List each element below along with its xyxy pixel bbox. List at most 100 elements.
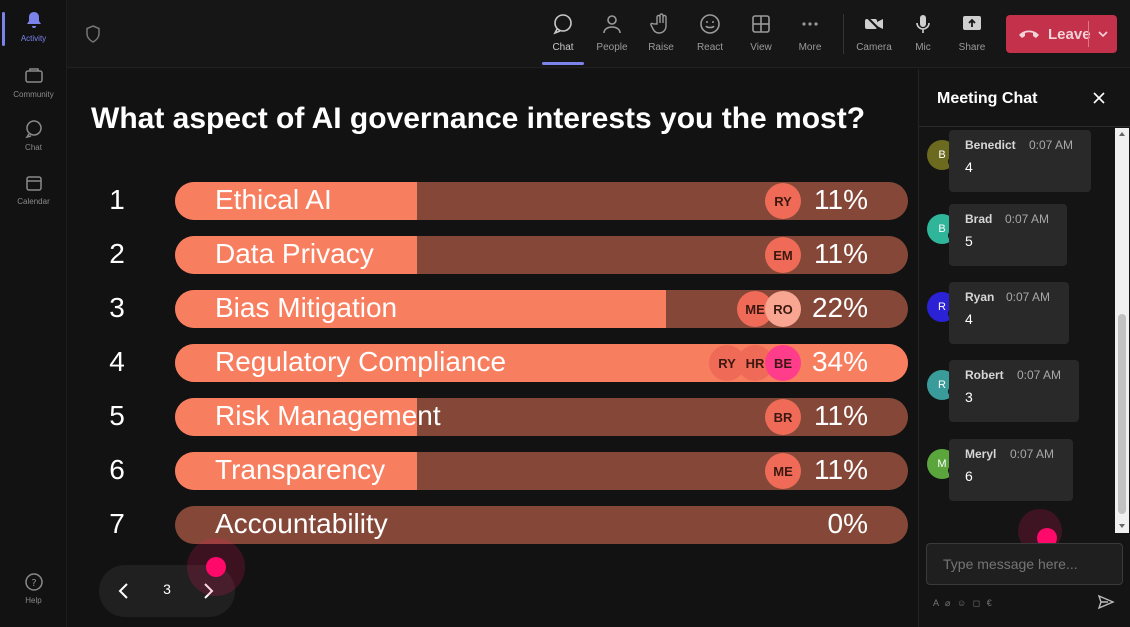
share-screen-icon	[963, 16, 981, 30]
close-icon[interactable]	[1091, 90, 1107, 106]
option-label: Bias Mitigation	[215, 292, 398, 323]
poll-option-row: 1 Ethical AI RY 11%	[97, 182, 909, 220]
sticker-icon[interactable]: €	[986, 598, 994, 608]
rail-item-help[interactable]: ? Help	[0, 566, 67, 614]
message-text: 4	[965, 159, 973, 175]
chat-message-input[interactable]	[926, 543, 1123, 585]
pointer-highlight	[187, 538, 245, 596]
sender-name: Robert	[965, 368, 1004, 382]
grid-icon	[752, 15, 770, 33]
message-time: 0:07 AM	[1017, 368, 1062, 382]
toolbar-share-button[interactable]: Share	[951, 10, 993, 53]
option-label: Risk Management	[215, 400, 441, 431]
rail-item-community[interactable]: Community	[0, 60, 67, 108]
option-label: Accountability	[215, 508, 388, 539]
toolbar-raise-button[interactable]: Raise	[640, 10, 682, 53]
option-percentage: 11%	[814, 184, 868, 215]
message-time: 0:07 AM	[1006, 290, 1051, 304]
rail-label: Chat	[25, 143, 42, 152]
leave-divider	[1088, 21, 1089, 47]
community-icon	[24, 68, 43, 83]
voter-avatar: RO	[765, 291, 801, 327]
message-time: 0:07 AM	[1010, 447, 1055, 461]
message-text: 4	[965, 311, 973, 327]
message-bubble: Ryan 0:07 AM 4	[949, 282, 1069, 344]
chevron-right-icon[interactable]	[197, 580, 219, 602]
message-time: 0:07 AM	[1005, 212, 1050, 226]
option-number: 5	[109, 400, 125, 431]
gif-icon[interactable]: ◻	[972, 598, 983, 608]
poll-question: What aspect of AI governance interests y…	[91, 102, 866, 135]
chat-header: Meeting Chat	[919, 69, 1130, 127]
option-bar: Ethical AI RY 11%	[175, 182, 908, 220]
rail-label: Activity	[20, 34, 47, 43]
toolbar-label: Chat	[552, 42, 574, 53]
toolbar-label: More	[798, 42, 822, 53]
option-bar-fill	[175, 182, 417, 220]
message-bubble: Brad 0:07 AM 5	[949, 204, 1067, 266]
option-label: Regulatory Compliance	[215, 346, 507, 377]
sender-name: Meryl	[965, 447, 997, 461]
toolbar-people-button[interactable]: People	[591, 10, 633, 53]
leave-button[interactable]: Leave	[1006, 15, 1117, 53]
scrollbar-thumb[interactable]	[1118, 314, 1126, 514]
scroll-down-arrow-icon[interactable]	[1118, 522, 1126, 530]
chat-message-list: B Benedict 0:07 AM 4 B Brad 0:07 AM 5 R …	[919, 128, 1130, 533]
poll-results-area: What aspect of AI governance interests y…	[67, 69, 917, 627]
poll-option-row: 6 Transparency ME 11%	[97, 452, 909, 490]
rail-item-chat[interactable]: Chat	[0, 113, 67, 161]
message-bubble: Robert 0:07 AM 3	[949, 360, 1079, 422]
option-percentage: 34%	[811, 346, 868, 377]
option-label: Data Privacy	[215, 238, 374, 269]
chat-message: R Ryan 0:07 AM 4	[919, 282, 1119, 346]
chat-message: B Brad 0:07 AM 5	[919, 204, 1119, 268]
chat-icon	[24, 120, 42, 139]
toolbar-react-button[interactable]: React	[689, 10, 731, 53]
chevron-left-icon[interactable]	[113, 580, 135, 602]
format-icon[interactable]: A	[933, 598, 941, 608]
chat-scrollbar[interactable]	[1115, 128, 1129, 533]
page-number: 3	[163, 581, 171, 597]
option-percentage: 11%	[814, 238, 868, 269]
toolbar-label: People	[596, 42, 628, 53]
help-icon: ?	[24, 573, 43, 591]
phone-hangup-icon	[1019, 30, 1039, 38]
option-percentage: 11%	[814, 454, 868, 485]
attach-icon[interactable]: ⌀	[945, 598, 953, 608]
shield-icon	[86, 25, 100, 43]
send-icon[interactable]	[1097, 593, 1115, 611]
rail-label: Community	[13, 90, 54, 99]
toolbar-view-button[interactable]: View	[740, 10, 782, 53]
toolbar-mic-button[interactable]: Mic	[902, 10, 944, 53]
chat-title: Meeting Chat	[937, 90, 1038, 107]
camera-off-icon	[865, 15, 883, 33]
toolbar-more-button[interactable]: More	[789, 10, 831, 53]
option-number: 2	[109, 238, 125, 269]
option-label: Transparency	[215, 454, 386, 485]
toolbar-label: Mic	[915, 42, 931, 53]
chat-message: R Robert 0:07 AM 3	[919, 360, 1119, 424]
scroll-up-arrow-icon[interactable]	[1118, 130, 1126, 138]
rail-item-calendar[interactable]: Calendar	[0, 167, 67, 215]
voter-avatar: BR	[765, 399, 801, 435]
people-icon	[603, 15, 621, 34]
toolbar-camera-button[interactable]: Camera	[853, 10, 895, 53]
voter-avatar: RY	[765, 183, 801, 219]
toolbar-chat-button[interactable]: Chat	[542, 10, 584, 65]
message-text: 3	[965, 389, 973, 405]
option-percentage: 0%	[827, 508, 868, 539]
rail-item-activity[interactable]: Activity	[0, 4, 67, 52]
toolbar-divider	[843, 14, 844, 54]
format-options[interactable]: A ⌀ ☺ ◻ €	[933, 598, 994, 609]
smiley-icon	[700, 14, 720, 34]
chevron-down-icon[interactable]	[1096, 27, 1110, 41]
option-number: 3	[109, 292, 125, 323]
chat-message: M Meryl 0:07 AM 6	[919, 439, 1119, 503]
sender-name: Brad	[965, 212, 993, 226]
toolbar-label: View	[750, 42, 772, 53]
emoji-icon[interactable]: ☺	[956, 598, 969, 608]
voter-avatar: BE	[765, 345, 801, 381]
option-bar-fill	[175, 452, 417, 490]
toolbar-label: Raise	[648, 42, 674, 53]
